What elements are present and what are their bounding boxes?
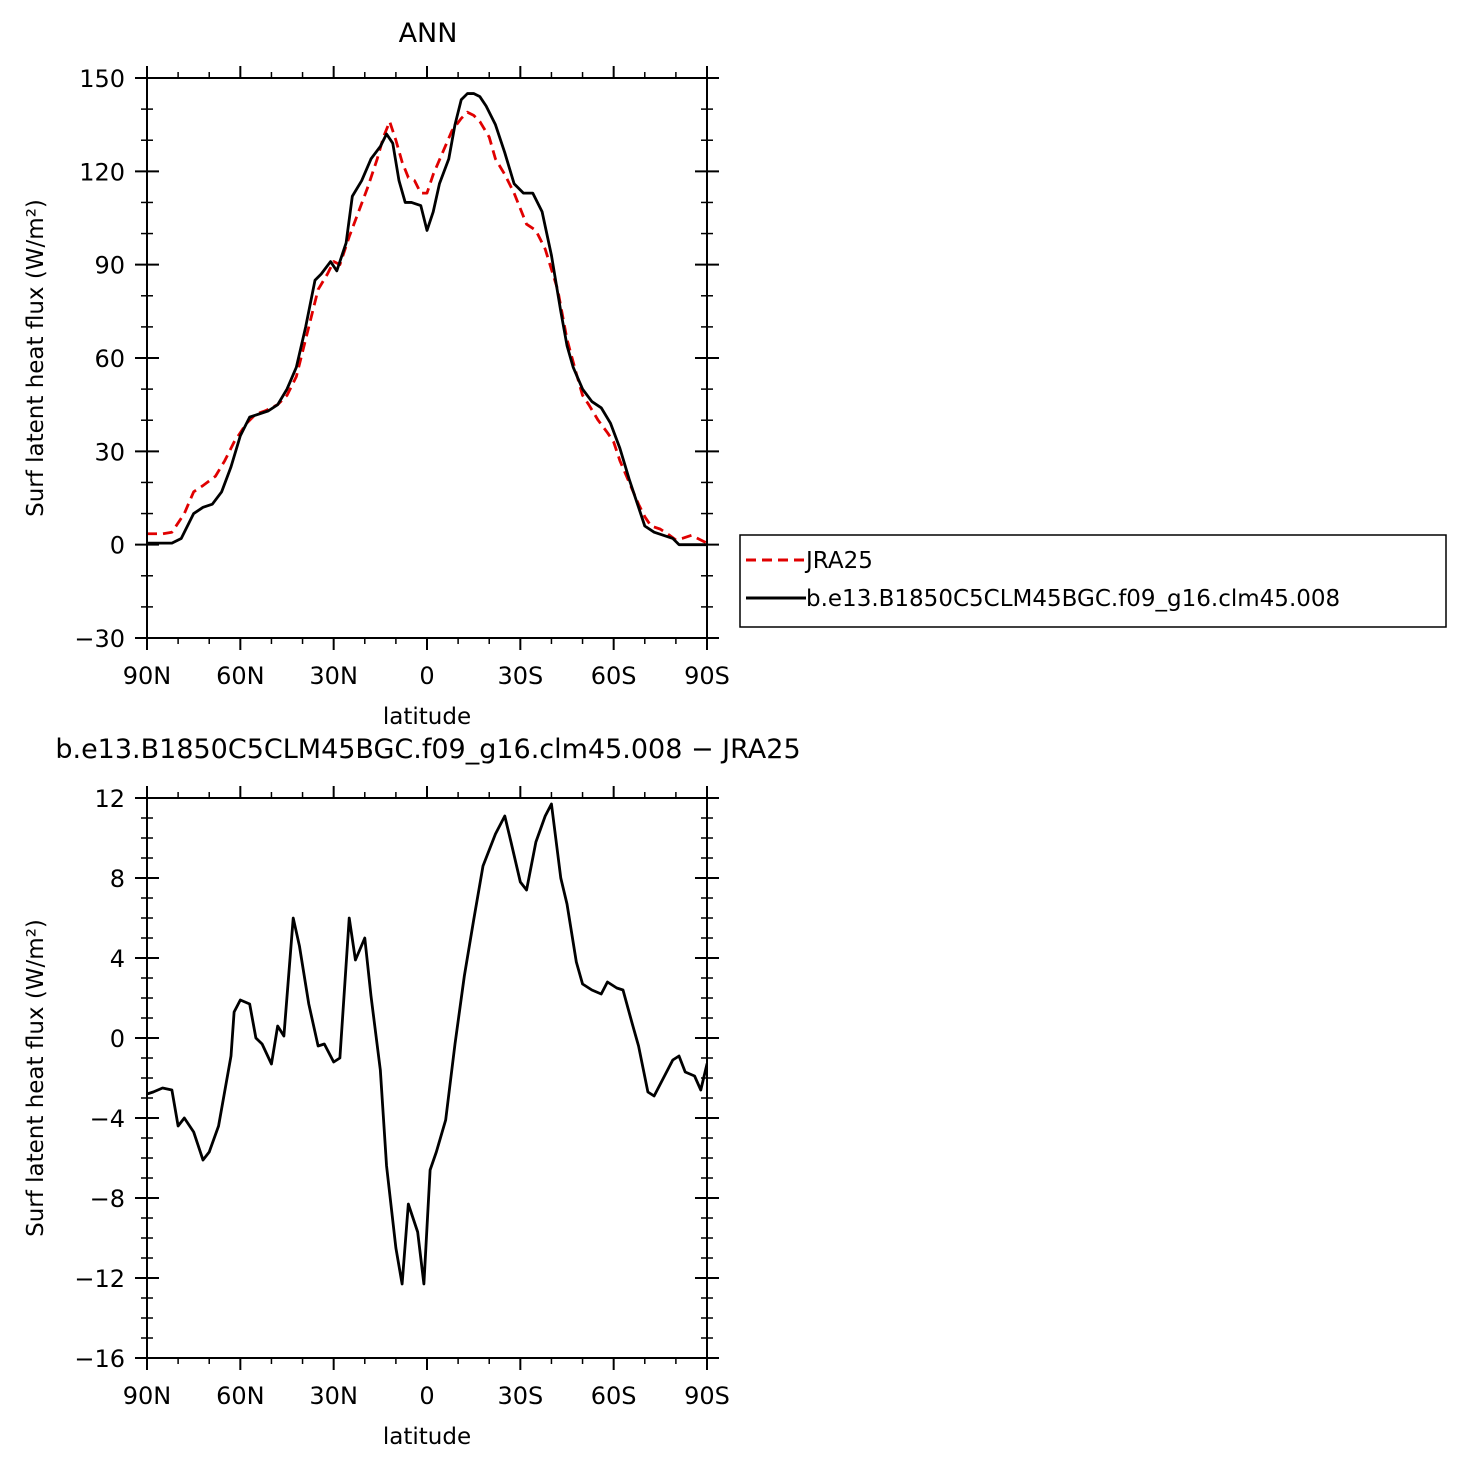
legend-label-jra25: JRA25 xyxy=(804,548,873,574)
bot-x-tick-label: 90N xyxy=(123,1382,172,1410)
bot-y-tick-label: −4 xyxy=(90,1105,125,1133)
bot-x-tick-label: 30S xyxy=(497,1382,543,1410)
bottom-y-tick-labels: −16 −12 −8 −4 0 4 8 12 xyxy=(74,785,125,1373)
top-y-tick-label: 0 xyxy=(110,532,125,560)
top-x-tick-label: 90N xyxy=(123,662,172,690)
legend-box xyxy=(739,534,1447,628)
top-y-tick-label: 90 xyxy=(94,252,125,280)
top-panel: ANN −30 0 30 60 90 120 150 90N 60N 30N 0 30S 60S 90S… xyxy=(23,18,730,730)
top-y-axis-label: Surf latent heat flux (W/m²) xyxy=(23,199,49,517)
top-series xyxy=(147,92,707,547)
top-y-tick-labels: −30 0 30 60 90 120 150 xyxy=(74,65,125,653)
top-x-tick-labels: 90N 60N 30N 0 30S 60S 90S xyxy=(123,662,730,690)
top-chart-title: ANN xyxy=(399,18,458,49)
bot-x-tick-label: 60N xyxy=(216,1382,265,1410)
top-series-line-0 xyxy=(147,110,707,545)
bottom-y-axis-label: Surf latent heat flux (W/m²) xyxy=(23,919,49,1237)
bottom-ticks xyxy=(135,786,719,1370)
top-plot-frame xyxy=(146,77,708,639)
top-ticks xyxy=(135,66,719,650)
top-y-tick-label: 120 xyxy=(79,158,125,186)
bottom-chart-title: b.e13.B1850C5CLM45BGC.f09_g16.clm45.008 … xyxy=(55,734,800,765)
bottom-panel: b.e13.B1850C5CLM45BGC.f09_g16.clm45.008 … xyxy=(23,734,801,1450)
bot-y-tick-label: 0 xyxy=(110,1025,125,1053)
top-y-tick-label: 60 xyxy=(94,345,125,373)
top-x-tick-label: 30S xyxy=(497,662,543,690)
bot-x-tick-label: 30N xyxy=(309,1382,358,1410)
top-y-tick-label: 150 xyxy=(79,65,125,93)
top-x-tick-label: 60S xyxy=(591,662,637,690)
top-x-tick-label: 90S xyxy=(684,662,730,690)
bot-y-tick-label: −16 xyxy=(74,1345,125,1373)
top-y-tick-label: −30 xyxy=(74,625,125,653)
bot-x-tick-label: 90S xyxy=(684,1382,730,1410)
bottom-series xyxy=(147,802,707,1286)
legend: JRA25 b.e13.B1850C5CLM45BGC.f09_g16.clm4… xyxy=(739,534,1447,628)
bot-x-tick-label: 60S xyxy=(591,1382,637,1410)
top-x-tick-label: 0 xyxy=(419,662,434,690)
legend-label-model: b.e13.B1850C5CLM45BGC.f09_g16.clm45.008 xyxy=(806,586,1340,612)
bottom-x-axis-label: latitude xyxy=(383,1424,471,1450)
bot-y-tick-label: −12 xyxy=(74,1265,125,1293)
bot-y-tick-label: 8 xyxy=(110,865,125,893)
bottom-x-tick-labels: 90N 60N 30N 0 30S 60S 90S xyxy=(123,1382,730,1410)
bottom-plot-frame xyxy=(146,797,708,1359)
bot-x-tick-label: 0 xyxy=(419,1382,434,1410)
top-y-tick-label: 30 xyxy=(94,438,125,466)
top-x-tick-label: 60N xyxy=(216,662,265,690)
bot-y-tick-label: −8 xyxy=(90,1185,125,1213)
top-series-line-1 xyxy=(147,92,707,547)
bot-series-line-0 xyxy=(147,802,707,1286)
bot-y-tick-label: 4 xyxy=(110,945,125,973)
top-x-axis-label: latitude xyxy=(383,704,471,730)
top-x-tick-label: 30N xyxy=(309,662,358,690)
bot-y-tick-label: 12 xyxy=(94,785,125,813)
